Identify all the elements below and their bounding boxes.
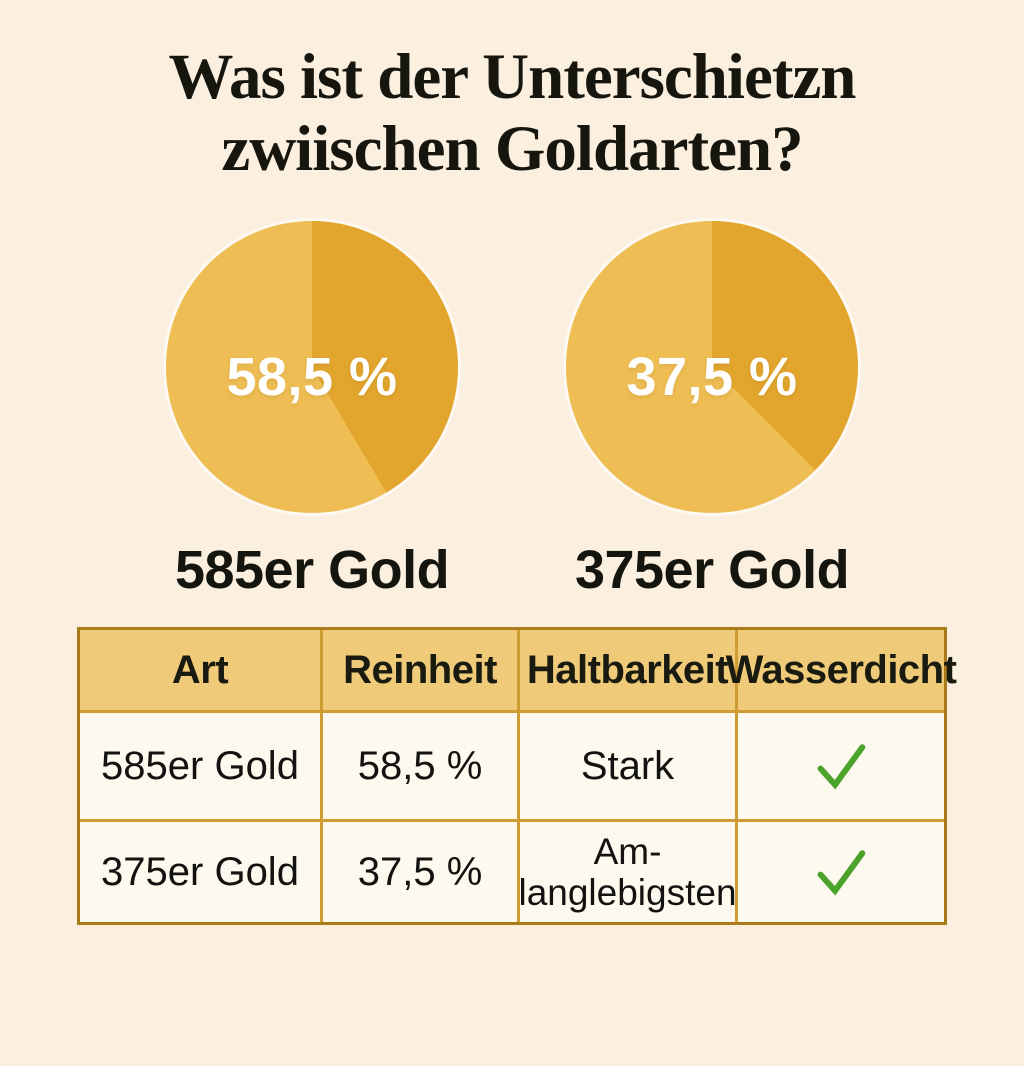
pie-column-375er-gold: 37,5 % 375er Gold — [566, 221, 858, 601]
column-header-art: Art — [80, 630, 320, 710]
column-header-reinheit: Reinheit — [323, 630, 517, 710]
page-title: Was ist der Unterschietzn zwiischen Gold… — [0, 41, 1024, 185]
pie-value-label: 37,5 % — [626, 347, 798, 407]
table-cell-art-585: 585er Gold — [80, 713, 320, 819]
table-cell-art-375: 375er Gold — [80, 822, 320, 922]
infographic-canvas: Was ist der Unterschietzn zwiischen Gold… — [0, 41, 1024, 1066]
table-cell-haltbarkeit-375: Am- langlebigsten — [518, 822, 737, 922]
pie-chart-375er-gold: 37,5 % — [566, 221, 858, 513]
table-cell-reinheit-375: 37,5 % — [323, 822, 517, 922]
column-header-wasserdicht: Wasserdicht — [726, 630, 957, 710]
page-title-line-1: Was ist der Unterschietzn — [168, 41, 857, 113]
pie-charts-row: 58,5 % 585er Gold 37,5 % 375er Gold — [0, 221, 1024, 601]
column-header-haltbarkeit: Haltbarkeit — [520, 630, 735, 710]
table-cell-reinheit-585: 58,5 % — [323, 713, 517, 819]
pie-caption-585er-gold: 585er Gold — [174, 540, 450, 600]
pie-caption-375er-gold: 375er Gold — [574, 540, 850, 600]
table-cell-haltbarkeit-585: Stark — [520, 713, 735, 819]
checkmark-icon — [817, 744, 866, 790]
table-cell-wasserdicht-585 — [738, 713, 944, 819]
checkmark-icon — [817, 850, 866, 896]
pie-column-585er-gold: 58,5 % 585er Gold — [166, 221, 458, 601]
table-cell-wasserdicht-375 — [738, 822, 944, 922]
pie-chart-585er-gold: 58,5 % — [166, 221, 458, 513]
comparison-table: Art Reinheit Haltbarkeit Wasserdicht 585… — [77, 627, 957, 925]
page-title-line-2: zwiischen Goldarten? — [221, 112, 803, 185]
pie-value-label: 58,5 % — [226, 347, 398, 407]
